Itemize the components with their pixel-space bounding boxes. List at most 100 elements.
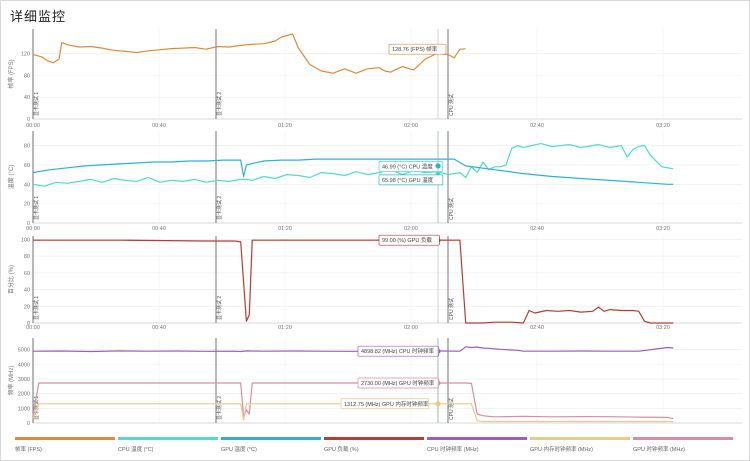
legend-swatch (530, 437, 630, 440)
legend-swatch (221, 437, 321, 440)
legend-label: GPU 温度 (°C) (221, 447, 257, 453)
legend-label: 帧率 (FPS) (15, 447, 42, 453)
tooltip-text: 4898.82 (MHz) CPU 时钟频率 (361, 347, 435, 355)
test-marker-label: 显卡测试 1 (33, 196, 40, 220)
tooltip-box (378, 174, 444, 186)
legend-swatch (15, 437, 115, 440)
y-tick-label: 20 (24, 202, 30, 208)
tooltip-text: 65.98 (°C) GPU 温度 (382, 176, 434, 184)
x-tick-label: 02:00 (404, 226, 418, 232)
x-tick-label: 03:20 (656, 226, 670, 232)
x-tick-label: 00:00 (26, 325, 40, 331)
y-tick-label: 60 (24, 163, 30, 169)
series-line (33, 239, 674, 324)
tooltip-box (357, 345, 440, 357)
legend-label: CPU 时钟频率 (MHz) (427, 447, 479, 453)
test-marker-label: 显卡测试 2 (216, 396, 223, 420)
tooltip-box (378, 161, 444, 172)
y-tick-label: 3000 (18, 377, 30, 383)
legend-label: GPU 内存时钟频率 (MHz) (530, 447, 593, 453)
legend-swatch (427, 437, 527, 440)
legend-item[interactable]: CPU 温度 (°C) (118, 437, 218, 453)
x-tick-label: 00:40 (152, 226, 166, 232)
test-marker-label: 显卡测试 1 (33, 396, 40, 420)
y-tick-label: 100 (21, 237, 30, 243)
legend-label: CPU 温度 (°C) (118, 447, 154, 453)
test-marker-label: CPU 测试 (448, 398, 455, 420)
y-axis-label: 百分比 (%) (7, 265, 15, 294)
legend-item[interactable]: GPU 温度 (°C) (221, 437, 321, 453)
legend-label: GPU 时钟频率 (MHz) (633, 447, 685, 453)
y-tick-label: 60 (24, 271, 30, 277)
x-tick-label: 02:00 (404, 123, 418, 129)
legend-swatch (324, 437, 424, 440)
series-line (32, 33, 466, 74)
tooltip-text: 2730.00 (MHz) GPU 时钟频率 (361, 379, 435, 387)
series-line (32, 403, 674, 423)
y-axis-label: 帧率 (FPS) (7, 59, 15, 88)
y-tick-label: 20 (24, 304, 30, 310)
legend-item[interactable]: GPU 内存时钟频率 (MHz) (530, 437, 630, 453)
y-tick-label: 1000 (18, 406, 30, 412)
y-tick-label: 40 (24, 182, 30, 188)
y-tick-label: 0 (27, 117, 30, 123)
x-tick-label: 01:20 (278, 123, 292, 129)
x-tick-label: 02:40 (530, 325, 544, 331)
legend-label: GPU 负载 (%) (324, 447, 359, 453)
chart-panel-1: 0 40 80 120 帧率 (FPS) 00:00 00:40 01:20 02:00 02:4… (7, 29, 742, 129)
y-tick-label: 5000 (18, 348, 30, 354)
page-title: 详细监控 (10, 10, 67, 25)
x-tick-label: 03:20 (656, 325, 670, 331)
series-line (32, 382, 674, 420)
y-tick-label: 2000 (18, 392, 30, 398)
x-tick-label: 01:20 (278, 226, 292, 232)
x-tick-label: 00:00 (26, 123, 40, 129)
y-tick-label: 80 (24, 144, 30, 150)
test-marker-label: 显卡测试 1 (33, 92, 40, 116)
legend-item[interactable]: 帧率 (FPS) (15, 437, 115, 453)
legend-item[interactable]: GPU 负载 (%) (324, 437, 424, 453)
x-tick-label: 00:00 (26, 226, 40, 232)
x-tick-label: 03:20 (656, 123, 670, 129)
y-tick-label: 4000 (18, 362, 30, 368)
x-tick-label: 02:00 (404, 325, 418, 331)
series-line (32, 158, 674, 185)
y-tick-label: 0 (27, 221, 30, 227)
tooltip-text: 99.00 (%) GPU 负载 (382, 236, 432, 244)
test-marker-label: 显卡测试 2 (216, 296, 223, 320)
test-marker-label: CPU 测试 (448, 94, 455, 116)
y-tick-label: 40 (24, 95, 30, 101)
legend-item[interactable]: CPU 时钟频率 (MHz) (427, 437, 527, 453)
y-tick-label: 120 (21, 52, 30, 58)
hover-point (435, 163, 441, 169)
y-axis-label: 频率 (MHz) (7, 366, 15, 396)
test-marker-label: 显卡测试 1 (33, 296, 40, 320)
test-marker-label: CPU 测试 (448, 298, 455, 320)
legend-swatch (118, 437, 218, 440)
test-marker-label: 显卡测试 2 (216, 196, 223, 220)
legend-swatch (633, 437, 733, 440)
chart-panel-2: 0 20 40 60 80 温度 (°C) 00:00 00:40 01:20 02:00 02:4… (7, 131, 742, 232)
test-marker-label: 显卡测试 2 (216, 92, 223, 116)
y-tick-label: 40 (24, 288, 30, 294)
y-tick-label: 80 (24, 73, 30, 79)
tooltip-text: 1312.75 (MHz) GPU 内存时钟频率 (344, 400, 429, 408)
tooltip-text: 46.99 (°C) CPU 温度 (382, 163, 433, 171)
x-tick-label: 00:40 (152, 123, 166, 129)
x-tick-label: 00:40 (152, 325, 166, 331)
x-tick-label: 01:20 (278, 325, 292, 331)
tooltip-box (340, 398, 429, 410)
y-tick-label: 0 (27, 421, 30, 427)
x-tick-label: 02:40 (530, 123, 544, 129)
test-marker-label: CPU 测试 (448, 198, 455, 220)
legend: 帧率 (FPS) CPU 温度 (°C) GPU 温度 (°C) GPU 负载 (%)… (15, 437, 735, 457)
tooltip-box (378, 234, 440, 246)
hover-point (435, 401, 441, 407)
y-axis-label: 温度 (°C) (7, 165, 15, 189)
legend-item[interactable]: GPU 时钟频率 (MHz) (633, 437, 733, 453)
y-tick-label: 0 (27, 321, 30, 327)
tooltip-box (357, 377, 440, 389)
x-tick-label: 02:40 (530, 226, 544, 232)
